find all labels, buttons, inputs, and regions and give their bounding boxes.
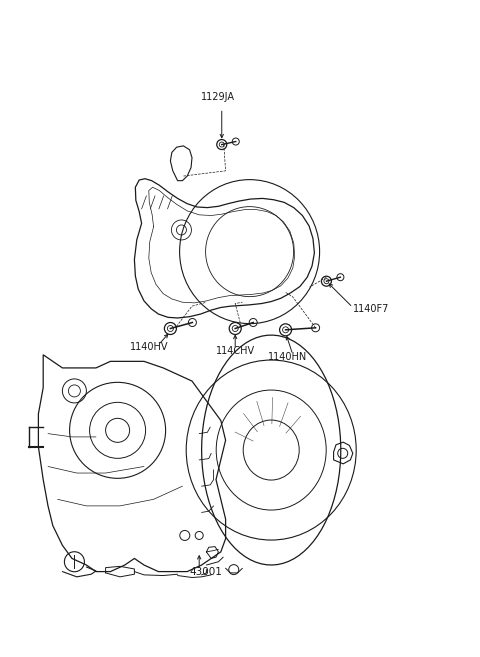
Text: 1140HV: 1140HV [130,342,168,352]
Text: 43001: 43001 [190,566,222,577]
Text: 114CHV: 114CHV [216,346,255,357]
Text: 1129JA: 1129JA [202,92,235,102]
Text: 1140F7: 1140F7 [353,304,389,314]
Text: 1140HN: 1140HN [268,351,308,362]
